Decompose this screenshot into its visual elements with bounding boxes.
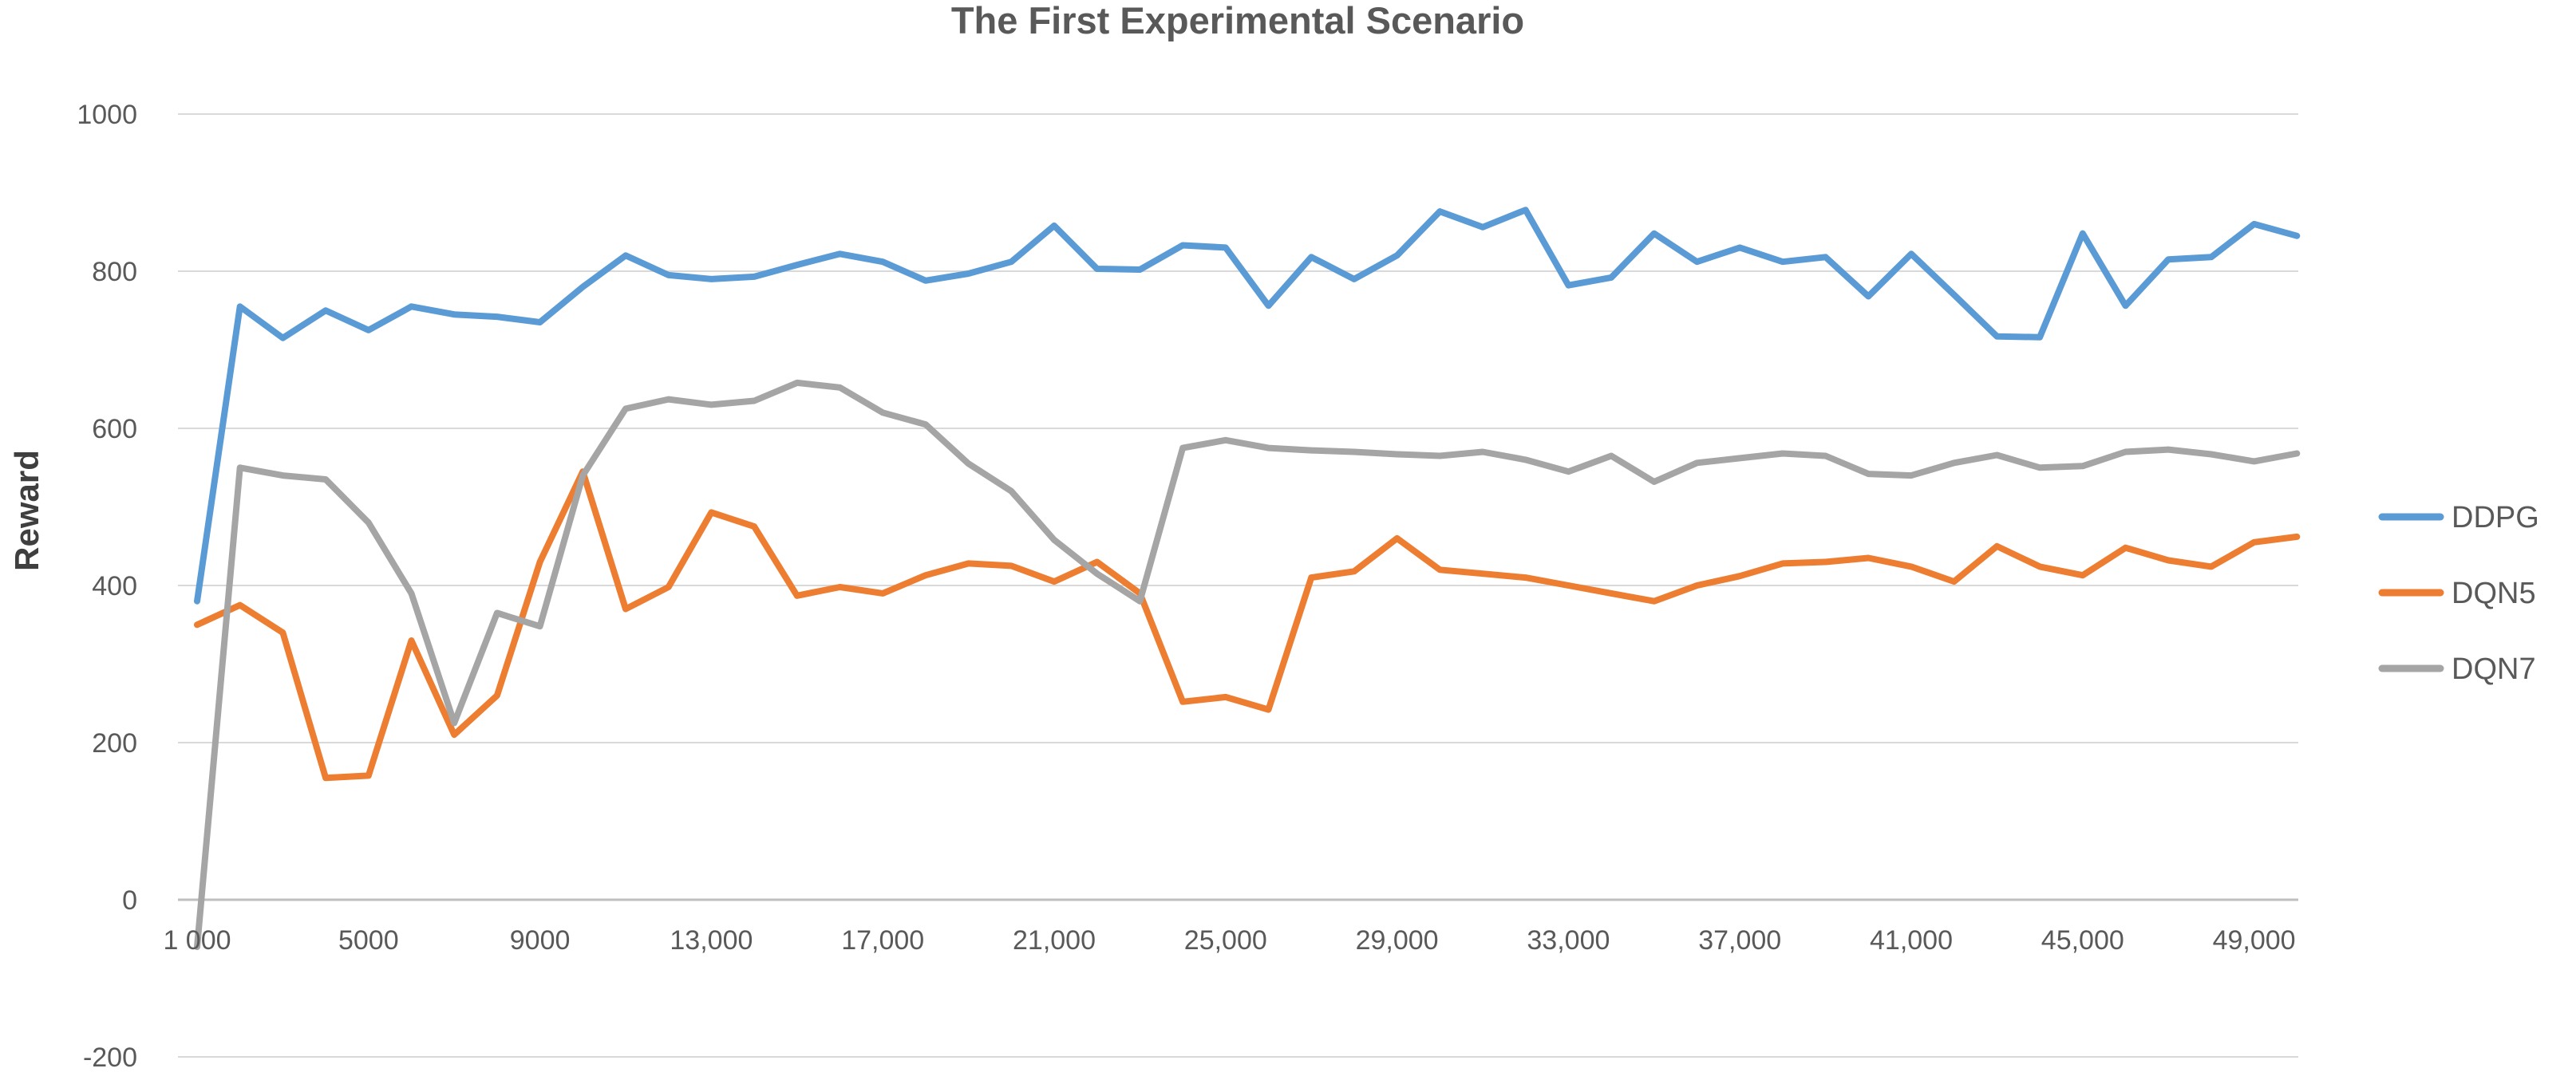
x-tick-label-5000: 5000: [338, 925, 399, 956]
legend-item-dqn7: DQN7: [2378, 652, 2536, 686]
x-tick-label-25000: 25,000: [1184, 925, 1267, 956]
x-tick-label-33000: 33,000: [1527, 925, 1610, 956]
y-tick-label-1000: 1000: [77, 100, 137, 130]
x-tick-label-29000: 29,000: [1356, 925, 1439, 956]
legend: DDPG DQN5 DQN7: [2378, 501, 2539, 686]
x-tick-label-41000: 41,000: [1870, 925, 1953, 956]
x-tick-label-1000: 1 000: [163, 925, 231, 956]
legend-label-dqn5: DQN5: [2452, 577, 2536, 610]
x-tick-label-13000: 13,000: [670, 925, 753, 956]
y-tick-label-200: 200: [92, 728, 137, 759]
legend-label-ddpg: DDPG: [2452, 501, 2539, 534]
y-tick-label-0: 0: [122, 885, 137, 916]
legend-item-ddpg: DDPG: [2378, 501, 2539, 534]
chart-title: The First Experimental Scenario: [951, 0, 1524, 41]
gridlines: [178, 113, 2298, 1058]
legend-item-dqn5: DQN5: [2378, 577, 2536, 610]
legend-label-dqn7: DQN7: [2452, 652, 2536, 686]
y-axis-title: Reward: [8, 450, 45, 571]
x-tick-label-9000: 9000: [510, 925, 571, 956]
series-lines: [194, 207, 2301, 951]
x-tick-label-21000: 21,000: [1013, 925, 1096, 956]
x-axis-tick-labels: 1 000 5000 9000 13,000 17,000 21,000 25,000 29,…: [163, 925, 2295, 956]
x-tick-label-45000: 45,000: [2041, 925, 2124, 956]
y-tick-label--200: -200: [83, 1043, 137, 1073]
y-axis-tick-labels: 1000 800 600 400 200 0 -200: [77, 100, 137, 1073]
series-line-dqn7: [194, 379, 2301, 951]
x-tick-label-37000: 37,000: [1698, 925, 1781, 956]
x-tick-label-49000: 49,000: [2213, 925, 2296, 956]
series-line-dqn5: [194, 468, 2301, 782]
x-tick-label-17000: 17,000: [841, 925, 924, 956]
y-tick-label-400: 400: [92, 571, 137, 601]
y-tick-label-600: 600: [92, 414, 137, 444]
y-tick-label-800: 800: [92, 257, 137, 287]
series-line-ddpg: [194, 207, 2301, 605]
